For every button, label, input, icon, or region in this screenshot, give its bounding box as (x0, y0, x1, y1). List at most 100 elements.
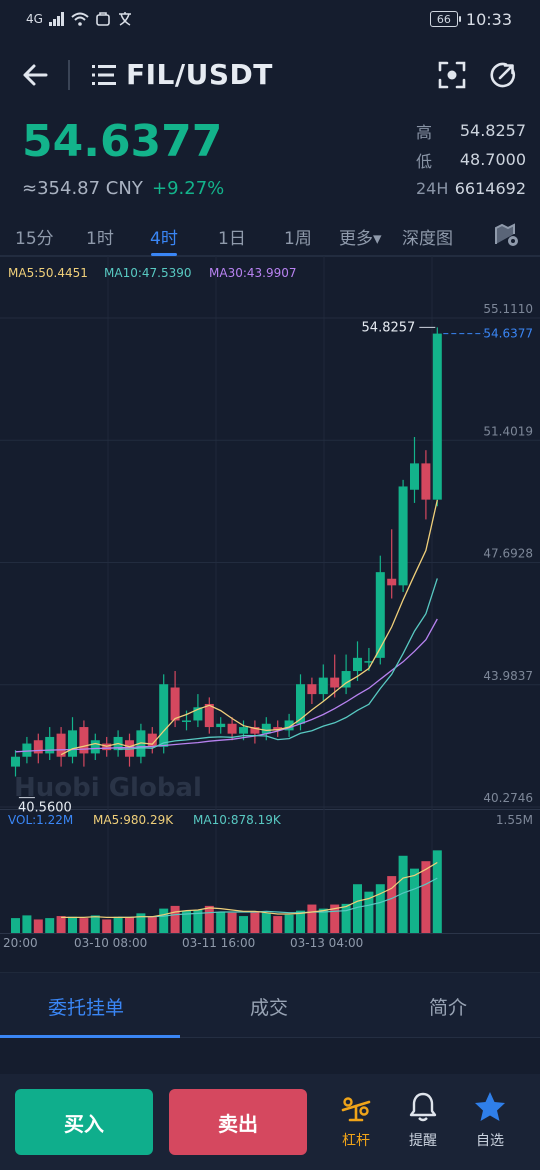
candle-body (216, 723, 226, 728)
volume-legend: VOL:1.22M (8, 813, 73, 827)
volume-bar (387, 876, 397, 933)
candle-body (353, 657, 362, 672)
pair-menu-icon[interactable] (92, 64, 116, 86)
order-list (0, 1038, 540, 1078)
candle-body (432, 333, 442, 500)
volume-bar (159, 908, 169, 933)
volume-bar (182, 910, 191, 933)
volume-bar (11, 918, 20, 933)
volume-bar (45, 918, 55, 933)
buy-button[interactable]: 买入 (15, 1089, 153, 1155)
info-tab-indicator (0, 1035, 180, 1038)
tab-1w[interactable]: 1周 (284, 229, 312, 249)
ma10-legend: MA10:47.5390 (104, 266, 192, 280)
signal-icon (48, 12, 64, 26)
candle-body (147, 733, 157, 747)
candle-body (341, 671, 351, 688)
tab-1d[interactable]: 1日 (218, 229, 246, 249)
y-tick-label: 47.6928 (483, 547, 533, 561)
x-tick-label: 03-13 04:00 (290, 936, 363, 950)
y-tick-label: 55.1110 (483, 302, 533, 316)
pair-title[interactable]: FIL/USDT (126, 58, 273, 91)
stat-high: 高 54.8257 (416, 116, 526, 145)
tab-depth[interactable]: 深度图 (402, 229, 453, 249)
volume-bar (296, 910, 305, 933)
last-price: 54.6377 (22, 116, 223, 167)
candle-body (387, 578, 397, 586)
candle-body (375, 572, 385, 658)
candle-body (204, 703, 214, 728)
stat-volume: 24H 6614692 (416, 174, 526, 203)
chart-settings-icon[interactable] (494, 222, 520, 248)
volume-bar (353, 884, 362, 933)
header-divider (68, 60, 70, 90)
tab-open-orders[interactable]: 委托挂单 (48, 997, 125, 1019)
nav-favorite[interactable]: 自选 (460, 1090, 520, 1154)
candle-body (227, 723, 237, 734)
volume-bar (68, 916, 77, 933)
candle-body (68, 730, 77, 757)
volume-bar (33, 919, 43, 933)
volume-bar (273, 916, 283, 933)
ma30-legend: MA30:43.9907 (209, 266, 297, 280)
candle-body (56, 733, 66, 757)
volume-bar (398, 855, 408, 933)
y-tick-label: 51.4019 (483, 424, 533, 438)
stat-low-label: 低 (416, 151, 433, 171)
volume-bar (170, 905, 180, 933)
stat-volume-label: 24H (416, 179, 449, 198)
stats-panel: 高 54.8257 低 48.7000 24H 6614692 (416, 116, 526, 203)
volume-bar (421, 861, 431, 933)
candle-body (261, 723, 271, 734)
x-tick-label: 03-11 16:00 (182, 936, 255, 950)
high-marker-label: 54.8257 (362, 320, 416, 335)
nav-alert[interactable]: 提醒 (393, 1090, 453, 1154)
nav-margin[interactable]: 杠杆 (326, 1090, 386, 1154)
volume-bar (261, 912, 271, 933)
volume-bar (147, 916, 157, 933)
tab-4h[interactable]: 4时 (150, 229, 178, 249)
candle-body (193, 707, 203, 721)
candle-body (45, 736, 55, 754)
bell-icon (409, 1092, 437, 1122)
wifi-icon (71, 12, 89, 26)
volume-bar (250, 911, 260, 933)
tab-trades[interactable]: 成交 (250, 997, 289, 1019)
nav-margin-label: 杠杆 (342, 1133, 370, 1149)
margin-scale-icon (341, 1097, 371, 1122)
back-arrow-icon[interactable] (20, 60, 50, 90)
candle-body (90, 740, 100, 754)
candle-body (318, 677, 328, 695)
stat-low: 低 48.7000 (416, 145, 526, 174)
share-icon[interactable] (488, 60, 518, 90)
candle-body (398, 486, 408, 586)
tab-15m[interactable]: 15分 (15, 229, 54, 249)
screenshot-icon[interactable] (437, 60, 467, 90)
y-tick-label: 40.2746 (483, 791, 533, 805)
candle-body (79, 727, 89, 754)
tab-1h[interactable]: 1时 (86, 229, 114, 249)
stat-volume-value: 6614692 (454, 179, 526, 198)
volume-bar (284, 914, 294, 933)
battery-icon: 66 (429, 11, 461, 27)
active-tab-indicator (151, 253, 177, 256)
tab-intro[interactable]: 简介 (429, 997, 468, 1019)
volume-bar (102, 919, 112, 933)
watermark-text: Huobi Global (14, 773, 202, 803)
volume-bar (136, 913, 146, 933)
sell-button[interactable]: 卖出 (169, 1089, 307, 1155)
tab-more[interactable]: 更多▾ (339, 229, 382, 249)
candle-body (170, 687, 180, 721)
candle-body (33, 740, 43, 754)
ma5-line (60, 499, 438, 756)
candle-body (239, 727, 248, 734)
volume-bar (204, 905, 214, 933)
nav-alert-label: 提醒 (409, 1133, 437, 1149)
volume-max-label: 1.55M (496, 813, 533, 827)
kline-chart[interactable]: 55.1110 51.4019 47.6928 43.9837 40.2746 Huobi… (0, 256, 540, 968)
candle-body (296, 684, 305, 724)
volume-ma5-line (61, 861, 438, 919)
status-right: 66 10:33 (429, 10, 512, 29)
x-tick-label: 03-10 08:00 (74, 936, 147, 950)
